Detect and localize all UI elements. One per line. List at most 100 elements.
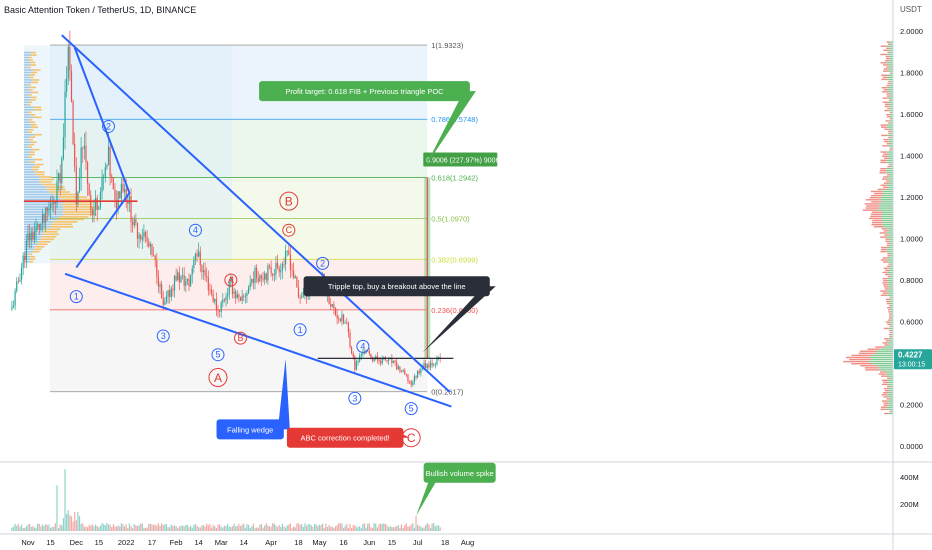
wave-label: 4 [193,225,198,235]
vp-bar [843,360,869,363]
vp-bar [24,109,34,111]
vp-bar [886,124,893,126]
volume-bar [186,524,188,531]
candle-body [22,255,24,268]
vp-bar [866,205,880,207]
volume-bar [173,525,176,531]
candle-body [164,301,166,305]
vp-bar [883,286,889,288]
vp-bar [888,389,893,392]
candle-body [41,214,44,224]
vp-bar [884,288,889,290]
vp-bar [886,84,890,87]
volume-bar [251,526,253,531]
candle-body [397,366,399,370]
vp-bar [882,101,888,103]
volume-bar [331,526,333,531]
vp-bar [28,111,32,114]
volume-bar [297,523,300,531]
vp-bar [890,323,893,325]
candle-body [27,233,29,241]
volume-bar [437,525,440,531]
volume-bar [119,526,121,531]
vp-bar [882,219,893,222]
vp-bar [888,122,891,124]
symbol-title: Basic Attention Token / TetherUS, 1D, BI… [4,5,196,15]
vp-bar [890,174,893,176]
candle-body [439,357,441,359]
volume-bar [164,524,166,531]
volume-bar [268,526,271,531]
candle-body [67,46,69,79]
vp-bar [884,346,893,348]
vp-bar [24,118,29,121]
candle-body [410,381,412,385]
vp-bar [882,201,893,203]
vp-bar [890,82,893,85]
candle-body [17,281,19,283]
vp-bar [882,277,888,280]
volume-bar [140,523,142,531]
candle-body [391,357,393,364]
vp-bar [882,76,888,79]
candle-body [267,265,269,281]
wave-label-circle [208,368,228,388]
vp-bar [24,163,35,166]
volume-bar [46,524,48,531]
vp-bar [24,218,58,221]
vp-bar [24,206,64,208]
volume-bar [318,524,321,531]
wave-label-circle [282,223,296,237]
fib-label: 0.236(0.6560) [431,306,478,315]
volume-bar [421,527,424,531]
wave-label: A [228,275,234,285]
vp-bar [891,149,893,151]
vp-bar [59,216,89,218]
candle-body [148,241,150,247]
candle-body [37,224,39,227]
volume-bar [49,527,52,531]
vp-bar [887,91,893,93]
volume-bar [20,524,23,531]
vp-bar [886,47,890,49]
vp-bar [890,311,893,313]
volume-bar [280,527,282,531]
vp-bar [24,176,40,178]
vp-bar [30,61,36,64]
volume-bar [194,523,197,531]
vp-bar [889,120,893,122]
price-tick: 1.4000 [900,152,923,161]
vp-bar [887,155,893,157]
vp-bar [888,344,893,346]
candle-body [368,350,370,354]
wave-label-circle [348,391,362,405]
vp-bar [890,275,893,278]
candle-body [54,201,56,204]
currency-label: USDT [900,5,922,14]
volume-bar [74,511,76,531]
candle-body [270,266,272,274]
vp-bar [24,111,29,114]
vp-bar [887,242,891,245]
vp-bar [24,208,64,211]
candle-body [144,231,147,237]
volume-bar [363,523,366,531]
callout-text: Falling wedge [227,425,273,434]
volume-bar [413,527,415,531]
vp-bar [24,148,33,151]
vp-bar [883,327,889,330]
vp-bar [28,89,33,91]
volume-bar [88,524,90,531]
vp-bar [24,61,31,64]
vp-bar [31,81,38,84]
candle-body [420,369,422,374]
candle-body [241,295,243,301]
vp-bar [888,234,893,236]
vp-bar [39,176,52,178]
vp-bar [879,369,893,371]
callout-pointer [416,478,438,517]
volume-bar [188,527,190,531]
vp-bar [887,319,891,321]
callout-pointer [425,91,476,166]
